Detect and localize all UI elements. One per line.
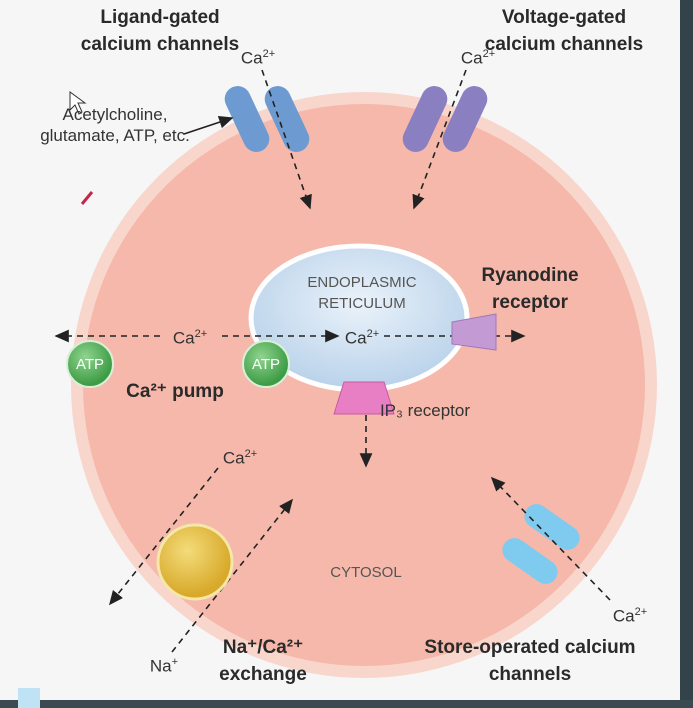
ca-text: Ca <box>612 606 635 626</box>
atp-pump-er <box>242 340 290 388</box>
ca-charge: 2+ <box>194 328 208 340</box>
ca-text: Ca <box>222 448 245 468</box>
ca-pump-label: Ca²⁺ pump <box>126 381 224 402</box>
atp-label-er: ATP <box>251 356 281 373</box>
na-text: Na <box>149 656 172 676</box>
store-channel-bottom <box>502 538 558 584</box>
ca-label-voltage: Ca2+ <box>438 44 518 69</box>
ca-charge: 2+ <box>262 48 276 60</box>
cytosol-label: CYTOSOL <box>330 564 402 581</box>
exchanger-label: Na⁺/Ca²⁺ exchange <box>219 637 307 685</box>
ligand-channel-left <box>224 86 270 152</box>
video-progress-bar[interactable] <box>0 700 693 708</box>
mouse-cursor-icon <box>69 91 87 115</box>
ca-charge: 2+ <box>482 48 496 60</box>
ca-label-exchanger: Ca2+ <box>200 444 280 469</box>
ryanodine-receptor <box>451 313 497 351</box>
store-operated-label: Store-operated calcium channels <box>424 637 636 685</box>
arrow-exchanger-out <box>109 467 219 606</box>
ryanodine-label: Ryanodine receptor <box>481 265 579 313</box>
ca-label-ligand: Ca2+ <box>218 44 298 69</box>
ip3-label: IP₃ receptor <box>379 401 471 420</box>
window-edge <box>680 0 693 708</box>
ca-charge: 2+ <box>634 606 648 618</box>
ligands-label: Acetylcholine, glutamate, ATP, etc. <box>40 105 190 145</box>
na-charge: + <box>171 656 179 668</box>
er-label: ENDOPLASMIC RETICULUM <box>307 274 417 312</box>
ca-label-store: Ca2+ <box>590 602 670 627</box>
voltage-channel-left <box>402 86 448 152</box>
na-label: Na+ <box>134 652 194 677</box>
ca-charge: 2+ <box>244 448 258 460</box>
ca-text: Ca <box>172 328 195 348</box>
store-channel-top <box>524 504 580 550</box>
arrow-ligand-ca <box>261 69 312 210</box>
ca-text: Ca <box>344 328 367 348</box>
progress-handle[interactable] <box>18 688 40 708</box>
ca-text: Ca <box>460 48 483 68</box>
atp-label-membrane: ATP <box>75 356 105 373</box>
na-ca-exchanger <box>156 523 234 601</box>
voltage-gated-label: Voltage-gated calcium channels <box>484 7 644 55</box>
voltage-channel-right <box>442 86 488 152</box>
ip3-receptor <box>333 381 395 415</box>
ligand-gated-label: Ligand-gated calcium channels <box>80 7 240 55</box>
ca-label-pump: Ca2+ <box>150 324 230 349</box>
atp-pump-membrane <box>66 340 114 388</box>
pen-icon <box>80 191 94 205</box>
ca-charge: 2+ <box>366 328 380 340</box>
ca-label-er: Ca2+ <box>322 324 402 349</box>
ca-text: Ca <box>240 48 263 68</box>
ligand-channel-right <box>264 86 310 152</box>
arrow-voltage-ca <box>412 69 467 210</box>
arrow-acetylcholine <box>183 115 234 135</box>
